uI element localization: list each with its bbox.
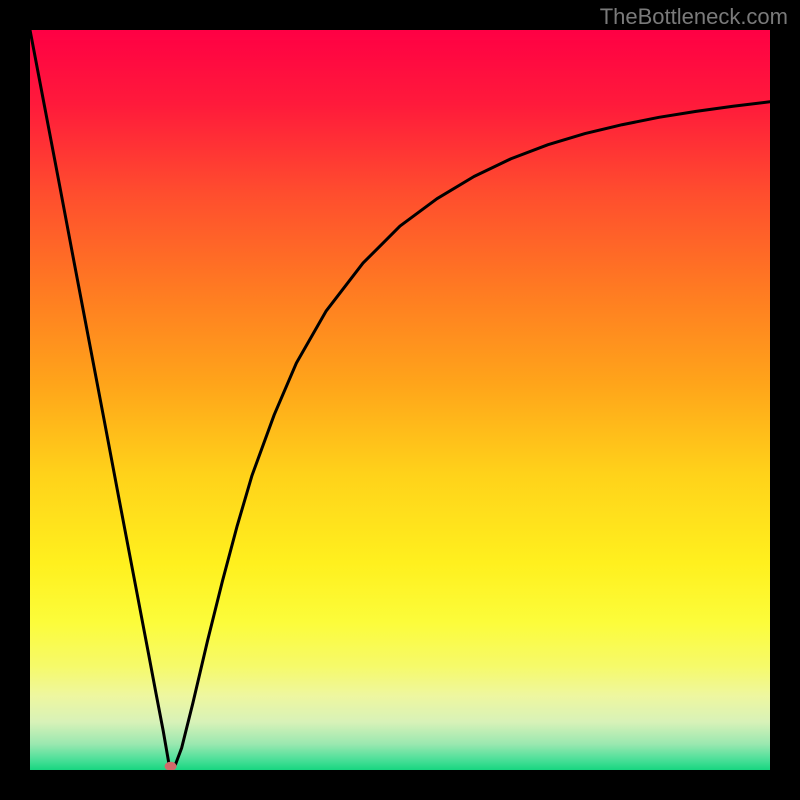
plot-svg	[30, 30, 770, 770]
plot-background	[30, 30, 770, 770]
plot-area	[30, 30, 770, 770]
attribution-label: TheBottleneck.com	[600, 4, 788, 30]
chart-container: TheBottleneck.com	[0, 0, 800, 800]
